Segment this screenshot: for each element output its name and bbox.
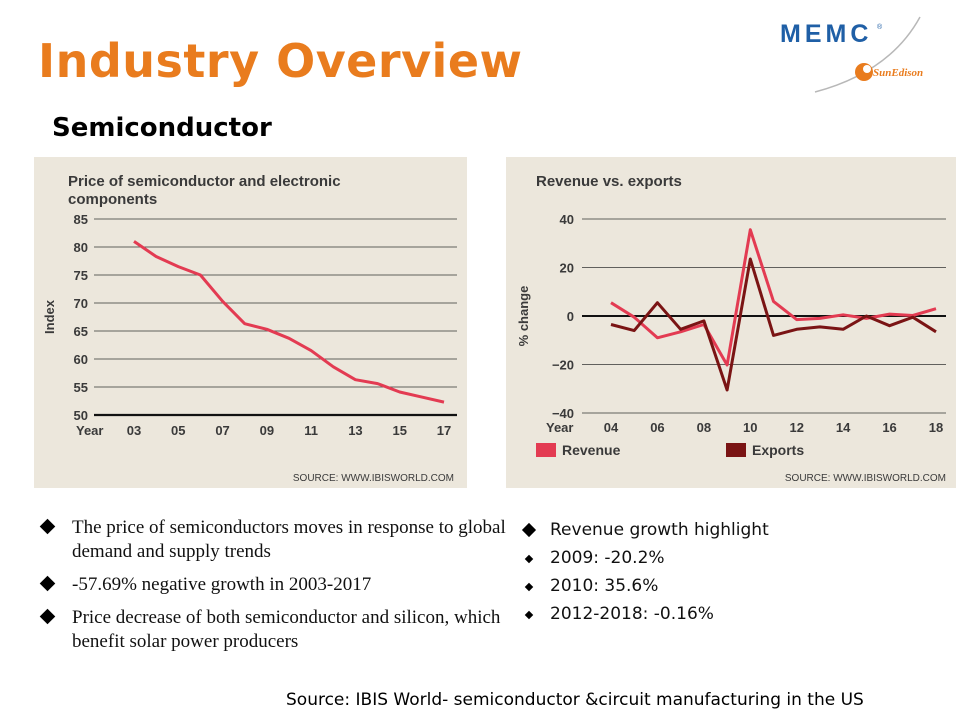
y-tick-label: 80	[74, 240, 88, 255]
slide-source-note: Source: IBIS World- semiconductor &circu…	[286, 690, 864, 710]
y-tick-label: 75	[74, 268, 88, 283]
y-tick-label: −20	[552, 358, 574, 373]
memc-sunedison-logo: MEMC ® SunEdison	[780, 16, 923, 93]
y-tick-label: 85	[74, 212, 88, 227]
diamond-bullet-icon	[524, 582, 534, 592]
x-tick-label: 03	[127, 423, 141, 438]
x-tick-label: 13	[348, 423, 362, 438]
diamond-bullet-icon	[524, 554, 534, 564]
legend-label: Exports	[752, 442, 804, 458]
price-index-chart: Price of semiconductor and electronic com…	[34, 157, 467, 488]
bullet-item: -57.69% negative growth in 2003-2017	[38, 573, 508, 597]
sunedison-logo-text: SunEdison	[873, 67, 923, 79]
x-tick-label: 05	[171, 423, 185, 438]
x-tick-label: 15	[392, 423, 406, 438]
y-tick-label: 65	[74, 324, 88, 339]
y-tick-label: 60	[74, 352, 88, 367]
diamond-bullet-icon	[39, 575, 56, 592]
legend-swatch	[726, 443, 746, 457]
bullet-subitem: 2009: -20.2%	[520, 544, 940, 572]
y-tick-label: 40	[560, 212, 574, 227]
memc-logo-text: MEMC	[780, 20, 872, 48]
slide-subtitle: Semiconductor	[52, 113, 272, 143]
y-tick-label: 20	[560, 261, 574, 276]
bullet-heading: Revenue growth highlight	[520, 516, 940, 544]
y-tick-label: 50	[74, 408, 88, 423]
bullet-subitem: 2010: 35.6%	[520, 572, 940, 600]
x-axis-label: Year	[546, 420, 573, 435]
logo-swoosh	[814, 16, 921, 93]
x-tick-label: 09	[260, 423, 274, 438]
legend-swatch	[536, 443, 556, 457]
y-axis-label: Index	[42, 299, 57, 334]
right-bullet-list: Revenue growth highlight 2009: -20.2% 20…	[520, 516, 940, 628]
x-tick-label: 04	[604, 420, 619, 435]
slide-title: Industry Overview	[38, 34, 523, 88]
left-bullet-list: The price of semiconductors moves in res…	[38, 516, 508, 663]
price-index-chart-svg: Price of semiconductor and electroniccom…	[42, 173, 457, 484]
diamond-bullet-icon	[39, 518, 56, 535]
x-tick-label: 17	[437, 423, 451, 438]
revenue-vs-exports-chart: Revenue vs. exports 40 20 0 −20 −40 Year 04 06 08…	[506, 157, 956, 488]
bullet-item: The price of semiconductors moves in res…	[38, 516, 508, 564]
diamond-bullet-icon	[39, 608, 56, 625]
chart-source: SOURCE: WWW.IBISWORLD.COM	[293, 473, 454, 484]
price-index-line	[133, 240, 445, 404]
diamond-bullet-icon	[524, 610, 534, 620]
sun-icon	[855, 63, 873, 81]
chart-title-line2: components	[68, 191, 157, 208]
x-axis-label: Year	[76, 423, 103, 438]
y-tick-label: −40	[552, 406, 574, 421]
x-tick-label: 07	[215, 423, 229, 438]
exports-line	[610, 257, 937, 392]
bullet-item: Price decrease of both semiconductor and…	[38, 606, 508, 654]
y-tick-label: 0	[567, 309, 574, 324]
x-tick-label: 12	[789, 420, 803, 435]
y-axis-label: % change	[516, 286, 531, 347]
legend-label: Revenue	[562, 442, 621, 458]
chart-title-line1: Price of semiconductor and electronic	[68, 173, 341, 190]
bullet-subitem: 2012-2018: -0.16%	[520, 600, 940, 628]
chart-source: SOURCE: WWW.IBISWORLD.COM	[785, 473, 946, 484]
x-tick-label: 14	[836, 420, 851, 435]
x-tick-label: 16	[882, 420, 896, 435]
memc-trademark: ®	[877, 23, 883, 31]
chart-title: Revenue vs. exports	[536, 173, 682, 190]
x-tick-label: 06	[650, 420, 664, 435]
y-tick-label: 70	[74, 296, 88, 311]
x-tick-label: 18	[929, 420, 943, 435]
y-tick-label: 55	[74, 380, 88, 395]
x-tick-label: 10	[743, 420, 757, 435]
x-tick-label: 08	[697, 420, 711, 435]
diamond-bullet-icon	[521, 522, 537, 538]
x-tick-label: 11	[304, 423, 318, 438]
revenue-line	[610, 228, 937, 367]
